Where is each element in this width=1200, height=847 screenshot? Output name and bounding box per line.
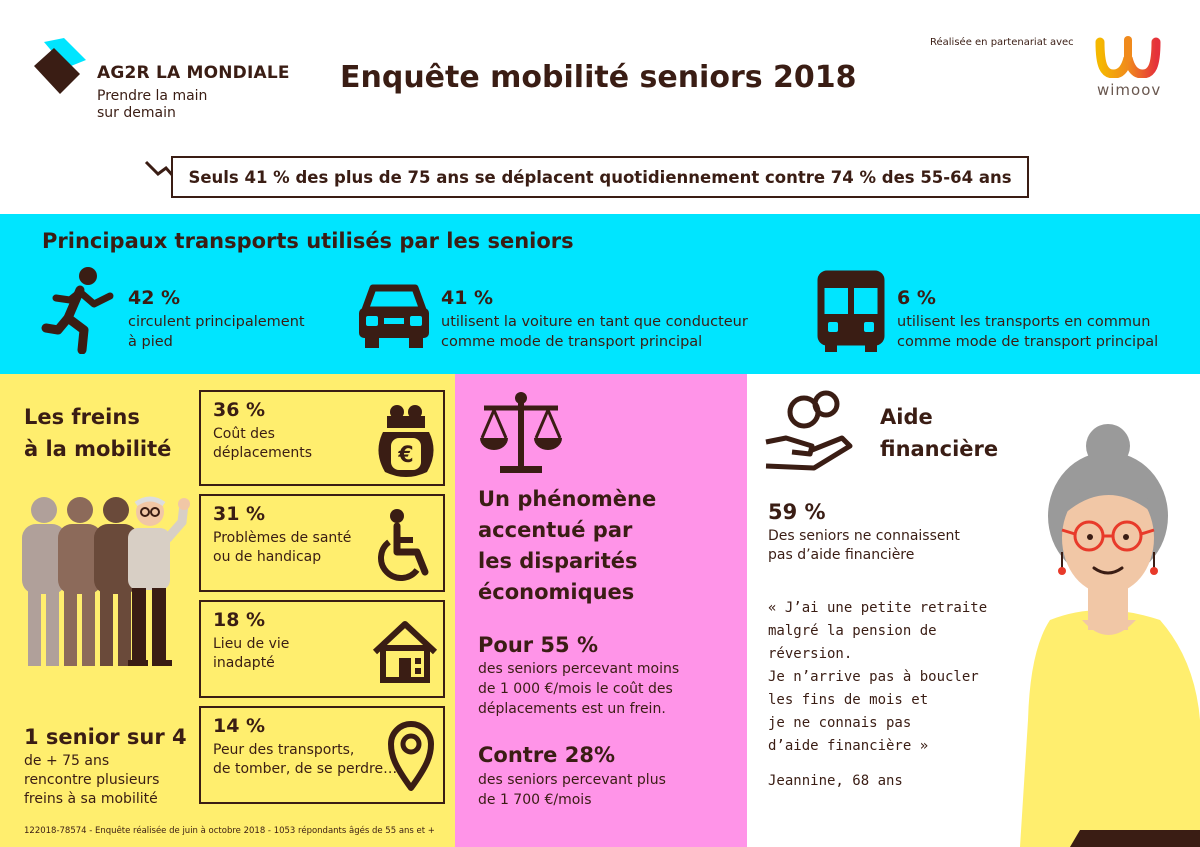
house-icon [372, 621, 438, 683]
quote-line: je ne connais pas [768, 715, 912, 731]
car-icon [359, 284, 429, 348]
contre-28-line: des seniors percevant plus [478, 772, 666, 788]
aide-pct-line: Des seniors ne connaissent [768, 528, 960, 544]
ag2r-logo-icon [34, 38, 86, 94]
contre-28-title: Contre 28% [478, 743, 616, 767]
frein-label: Peur des transports, de tomber, de se pe… [213, 741, 397, 779]
frein-label: Coût des déplacements [213, 425, 312, 463]
stat-bus-text: utilisent les transports en commun [897, 314, 1151, 330]
quote-line: malgré la pension de [768, 623, 937, 639]
senior-ratio-line: de + 75 ans [24, 753, 110, 769]
stat-car-text: utilisent la voiture en tant que conduct… [441, 314, 748, 330]
brand-tagline: sur demain [97, 105, 176, 121]
frein-label: Problèmes de santé ou de handicap [213, 529, 351, 567]
contre-28-text: des seniors percevant plus de 1 700 €/mo… [478, 770, 666, 810]
senior-ratio: 1 senior sur 4 [24, 725, 187, 749]
aide-title: Aide [880, 405, 933, 429]
wheelchair-icon [378, 509, 429, 581]
economie-panel [455, 374, 747, 847]
frein-pct: 36 % [213, 399, 266, 421]
stat-bus-pct: 6 % [897, 287, 936, 309]
quote-line: Je n’arrive pas à boucler [768, 669, 979, 685]
economie-title-line: économiques [478, 580, 635, 604]
frein-label-line: Peur des transports, [213, 742, 355, 758]
hand-coins-icon [765, 390, 853, 471]
economie-title-line: accentué par [478, 518, 633, 542]
frein-pct: 14 % [213, 715, 266, 737]
economie-title-line: les disparités [478, 549, 638, 573]
aide-title: financière [880, 437, 999, 461]
wimoov-logo-icon [1095, 36, 1161, 78]
partner-name: wimoov [1097, 81, 1162, 99]
brand-name: AG2R LA MONDIALE [97, 63, 290, 83]
page-title: Enquête mobilité seniors 2018 [340, 60, 857, 95]
frein-label: Lieu de vie inadapté [213, 635, 289, 673]
purse-euro-icon: € [378, 405, 434, 477]
partner-text: Réalisée en partenariat avec [930, 37, 1074, 48]
frein-card-peur: 14 % Peur des transports, de tomber, de … [199, 706, 445, 804]
frein-card-sante: 31 % Problèmes de santé ou de handicap [199, 494, 445, 592]
pour-55-title: Pour 55 % [478, 633, 599, 657]
stat-walk-pct: 42 % [128, 287, 181, 309]
location-pin-icon [388, 721, 434, 791]
frein-label-line: déplacements [213, 445, 313, 461]
brand-tagline: Prendre la main [97, 88, 208, 104]
pour-55-line: déplacements est un frein. [478, 701, 666, 717]
pour-55-text: des seniors percevant moins de 1 000 €/m… [478, 659, 679, 719]
pour-55-line: des seniors percevant moins [478, 661, 680, 677]
testimonial-quote: « J’ai une petite retraite malgré la pen… [768, 597, 987, 758]
quote-line: « J’ai une petite retraite [768, 600, 988, 616]
frein-card-lieu: 18 % Lieu de vie inadapté [199, 600, 445, 698]
senior-ratio-text: de + 75 ans rencontre plusieurs freins à… [24, 752, 159, 809]
frein-label-line: Problèmes de santé [213, 530, 352, 546]
quote-line: réversion. [768, 646, 853, 662]
quote-line: les fins de mois et [768, 692, 929, 708]
footnote: 122018-78574 - Enquête réalisée de juin … [24, 826, 435, 836]
senior-ratio-line: rencontre plusieurs [24, 772, 160, 788]
economie-title-line: Un phénomène [478, 487, 657, 511]
stat-car-text: comme mode de transport principal [441, 334, 703, 350]
aide-pct-text: Des seniors ne connaissent pas d’aide fi… [768, 527, 960, 565]
aide-pct: 59 % [768, 500, 826, 524]
senior-ratio-line: freins à sa mobilité [24, 791, 158, 807]
frein-label-line: de tomber, de se perdre… [213, 761, 398, 777]
contre-28-line: de 1 700 €/mois [478, 792, 592, 808]
frein-pct: 31 % [213, 503, 266, 525]
frein-label-line: Coût des [213, 426, 275, 442]
svg-text:€: € [397, 443, 413, 468]
testimonial-author: Jeannine, 68 ans [768, 773, 903, 789]
bus-icon [817, 270, 885, 352]
transports-band [0, 214, 1200, 374]
freins-title: à la mobilité [24, 437, 172, 461]
aide-pct-line: pas d’aide financière [768, 547, 915, 563]
frein-pct: 18 % [213, 609, 266, 631]
headline-text: Seuls 41 % des plus de 75 ans se déplace… [188, 167, 1012, 187]
frein-label-line: ou de handicap [213, 549, 322, 565]
walking-person-icon [41, 267, 114, 354]
quote-line: d’aide financière » [768, 738, 929, 754]
frein-card-cout: 36 % Coût des déplacements € [199, 390, 445, 486]
pour-55-line: de 1 000 €/mois le coût des [478, 681, 673, 697]
freins-title: Les freins [24, 405, 140, 429]
scales-icon [480, 392, 562, 473]
frein-label-line: Lieu de vie [213, 636, 290, 652]
stat-bus-text: comme mode de transport principal [897, 334, 1159, 350]
frein-label-line: inadapté [213, 655, 275, 671]
stat-car-pct: 41 % [441, 287, 494, 309]
senior-woman-illustration [1020, 424, 1200, 847]
headline-banner: Seuls 41 % des plus de 75 ans se déplace… [171, 156, 1029, 198]
seniors-group-illustration [22, 496, 190, 666]
transports-title: Principaux transports utilisés par les s… [42, 229, 574, 253]
economie-title: Un phénomène accentué par les disparités… [478, 484, 656, 608]
stat-walk-text: à pied [128, 334, 173, 350]
stat-walk-text: circulent principalement [128, 314, 305, 330]
